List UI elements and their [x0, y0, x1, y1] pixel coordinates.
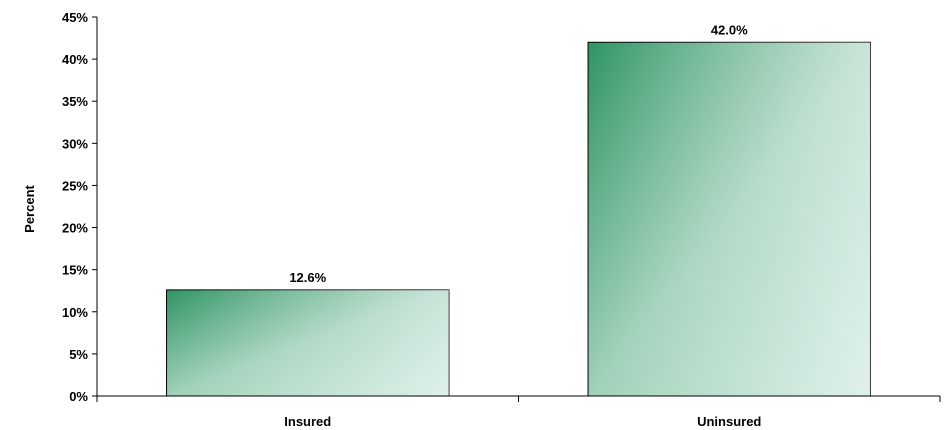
y-tick-label: 40% [62, 52, 88, 67]
bar-highlight [167, 290, 449, 396]
y-tick-label: 10% [62, 305, 88, 320]
y-tick-label: 25% [62, 178, 88, 193]
x-tick-label: Uninsured [697, 414, 761, 429]
y-tick-label: 5% [69, 347, 88, 362]
data-label: 42.0% [711, 22, 748, 37]
x-axis: Insured Uninsured [97, 396, 940, 429]
y-tick-label: 15% [62, 263, 88, 278]
y-tick-label: 30% [62, 136, 88, 151]
y-axis: 0% 5% 10% 15% 20% 25% 30% 35% 40% 45% [62, 10, 97, 404]
data-label: 12.6% [289, 270, 326, 285]
bars: 12.6% 42.0% [167, 22, 871, 396]
y-tick-label: 35% [62, 94, 88, 109]
y-tick-label: 45% [62, 10, 88, 25]
y-axis-title: Percent [22, 184, 37, 232]
y-tick-label: 20% [62, 221, 88, 236]
y-tick-label: 0% [69, 389, 88, 404]
bar-highlight [588, 42, 870, 396]
x-tick-label: Insured [284, 414, 331, 429]
